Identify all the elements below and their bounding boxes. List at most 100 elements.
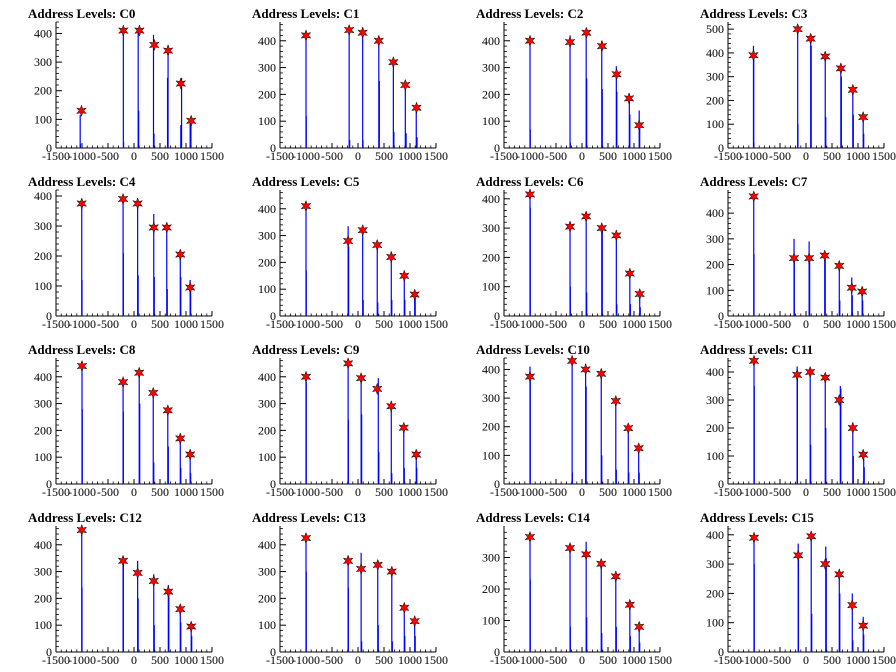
chart-title: Address Levels: C3 <box>700 6 808 21</box>
peak-marker-star <box>564 220 576 233</box>
x-tick-label: -500 <box>97 149 119 163</box>
peak-marker-star <box>566 354 578 368</box>
y-tick-label: 0 <box>494 477 500 491</box>
x-tick-label: 500 <box>375 485 393 499</box>
chart-panel: Address Levels: C15 0 100 200 300 400 -1500 -10… <box>692 508 896 668</box>
y-tick-label: 0 <box>494 141 500 155</box>
x-tick-label: 0 <box>355 485 361 499</box>
x-tick-label: -1500 <box>266 149 294 163</box>
y-tick-label: 0 <box>46 477 52 491</box>
y-tick-label: 400 <box>706 206 724 220</box>
y-tick-label: 100 <box>482 114 500 128</box>
x-tick-label: 0 <box>579 149 585 163</box>
x-tick-label: 0 <box>131 317 137 331</box>
peak-marker-star <box>355 562 367 576</box>
x-tick-label: 1000 <box>622 149 646 163</box>
chart-panel: Address Levels: C4 0 100 200 300 400 -1500 -100… <box>20 172 224 332</box>
peak-marker-star <box>856 285 868 298</box>
peak-marker-star <box>595 367 607 381</box>
x-tick-label: 500 <box>599 317 617 331</box>
x-tick-label: 1500 <box>424 653 448 667</box>
peak-marker-star <box>409 288 421 301</box>
x-tick-label: 0 <box>355 149 361 163</box>
chart-title: Address Levels: C13 <box>252 510 366 525</box>
y-tick-label: 400 <box>706 365 724 379</box>
x-tick-label: 1500 <box>424 485 448 499</box>
y-tick-label: 200 <box>258 255 276 269</box>
y-tick-label: 400 <box>482 362 500 376</box>
chart-title: Address Levels: C6 <box>476 174 584 189</box>
chart-svg: Address Levels: C4 0 100 200 300 400 -1500-100… <box>28 174 224 331</box>
x-tick-label: 1000 <box>398 653 422 667</box>
chart-title: Address Levels: C7 <box>700 174 808 189</box>
x-tick-label: -1500 <box>490 317 518 331</box>
y-tick-label: 300 <box>706 232 724 246</box>
x-tick-label: 1500 <box>648 485 672 499</box>
peak-marker-star <box>300 199 312 213</box>
peak-marker-star <box>185 114 197 128</box>
peak-marker-star <box>409 614 421 628</box>
x-tick-label: 0 <box>803 485 809 499</box>
chart-panel: Address Levels: C0 0 100 200 300 400 -1500 -100… <box>20 4 224 164</box>
peak-marker-star <box>634 287 646 301</box>
y-tick-label: 100 <box>258 282 276 296</box>
peak-marker-star <box>162 404 174 417</box>
peak-marker-star <box>357 223 369 237</box>
y-tick-label: 400 <box>34 370 52 384</box>
y-tick-label: 0 <box>718 309 724 323</box>
x-tick-label: 1000 <box>846 485 870 499</box>
chart-title: Address Levels: C15 <box>700 510 814 525</box>
x-tick-label: -1000 <box>68 653 96 667</box>
peak-marker-star <box>847 421 859 435</box>
y-tick-label: 100 <box>34 450 52 464</box>
peak-marker-star <box>833 393 845 407</box>
y-tick-label: 400 <box>482 34 500 48</box>
y-tick-label: 0 <box>494 309 500 323</box>
peak-marker-star <box>373 34 385 48</box>
peak-marker-star <box>300 531 312 545</box>
x-tick-label: -500 <box>545 485 567 499</box>
y-tick-label: 300 <box>34 55 52 69</box>
peak-marker-star <box>564 35 576 49</box>
x-tick-label: 500 <box>599 485 617 499</box>
y-tick-label: 200 <box>258 87 276 101</box>
peak-marker-star <box>524 370 536 383</box>
chart-panel: Address Levels: C6 0 100 200 300 400 -1500 -100… <box>468 172 672 332</box>
x-tick-label: -1500 <box>266 653 294 667</box>
peak-marker-star <box>184 281 196 294</box>
y-tick-label: 100 <box>706 449 724 463</box>
y-tick-label: 0 <box>46 141 52 155</box>
chart-panel: Address Levels: C14 0 100 200 300 -1500 -1000-… <box>468 508 672 668</box>
chart-svg: Address Levels: C7 0 100 200 300 400 -1500-100… <box>700 174 896 331</box>
peak-marker-star <box>371 238 383 252</box>
y-tick-label: 200 <box>482 250 500 264</box>
peak-marker-star <box>174 602 186 616</box>
peak-marker-star <box>595 557 607 571</box>
x-tick-label: 500 <box>823 149 841 163</box>
peak-marker-star <box>857 448 869 461</box>
y-tick-label: 100 <box>258 618 276 632</box>
x-tick-label: 500 <box>823 317 841 331</box>
peak-marker-star <box>524 530 536 544</box>
peak-marker-star <box>748 49 759 62</box>
peak-marker-star <box>819 50 831 63</box>
x-tick-label: -1000 <box>740 653 768 667</box>
x-tick-label: 1000 <box>846 317 870 331</box>
x-tick-label: -1500 <box>490 653 518 667</box>
peak-marker-star <box>819 371 831 384</box>
y-tick-label: 200 <box>706 586 724 600</box>
y-tick-label: 400 <box>258 34 276 48</box>
x-tick-label: 500 <box>599 149 617 163</box>
peak-marker-star <box>371 382 383 396</box>
peak-marker-star <box>386 565 398 578</box>
x-tick-label: 1500 <box>200 317 224 331</box>
y-tick-label: 300 <box>258 229 276 243</box>
chart-svg: Address Levels: C2 0 100 200 300 400 -1500-100… <box>476 6 672 163</box>
peak-marker-star <box>581 26 592 39</box>
chart-panel: Address Levels: C13 0 100 200 300 400 -1500 -10… <box>244 508 448 668</box>
x-tick-label: 1000 <box>174 317 198 331</box>
peak-marker-star <box>833 259 845 273</box>
peak-marker-star <box>385 400 397 413</box>
chart-svg: Address Levels: C15 0 100 200 300 400 -1500-10… <box>700 510 896 667</box>
peak-marker-star <box>788 251 800 265</box>
